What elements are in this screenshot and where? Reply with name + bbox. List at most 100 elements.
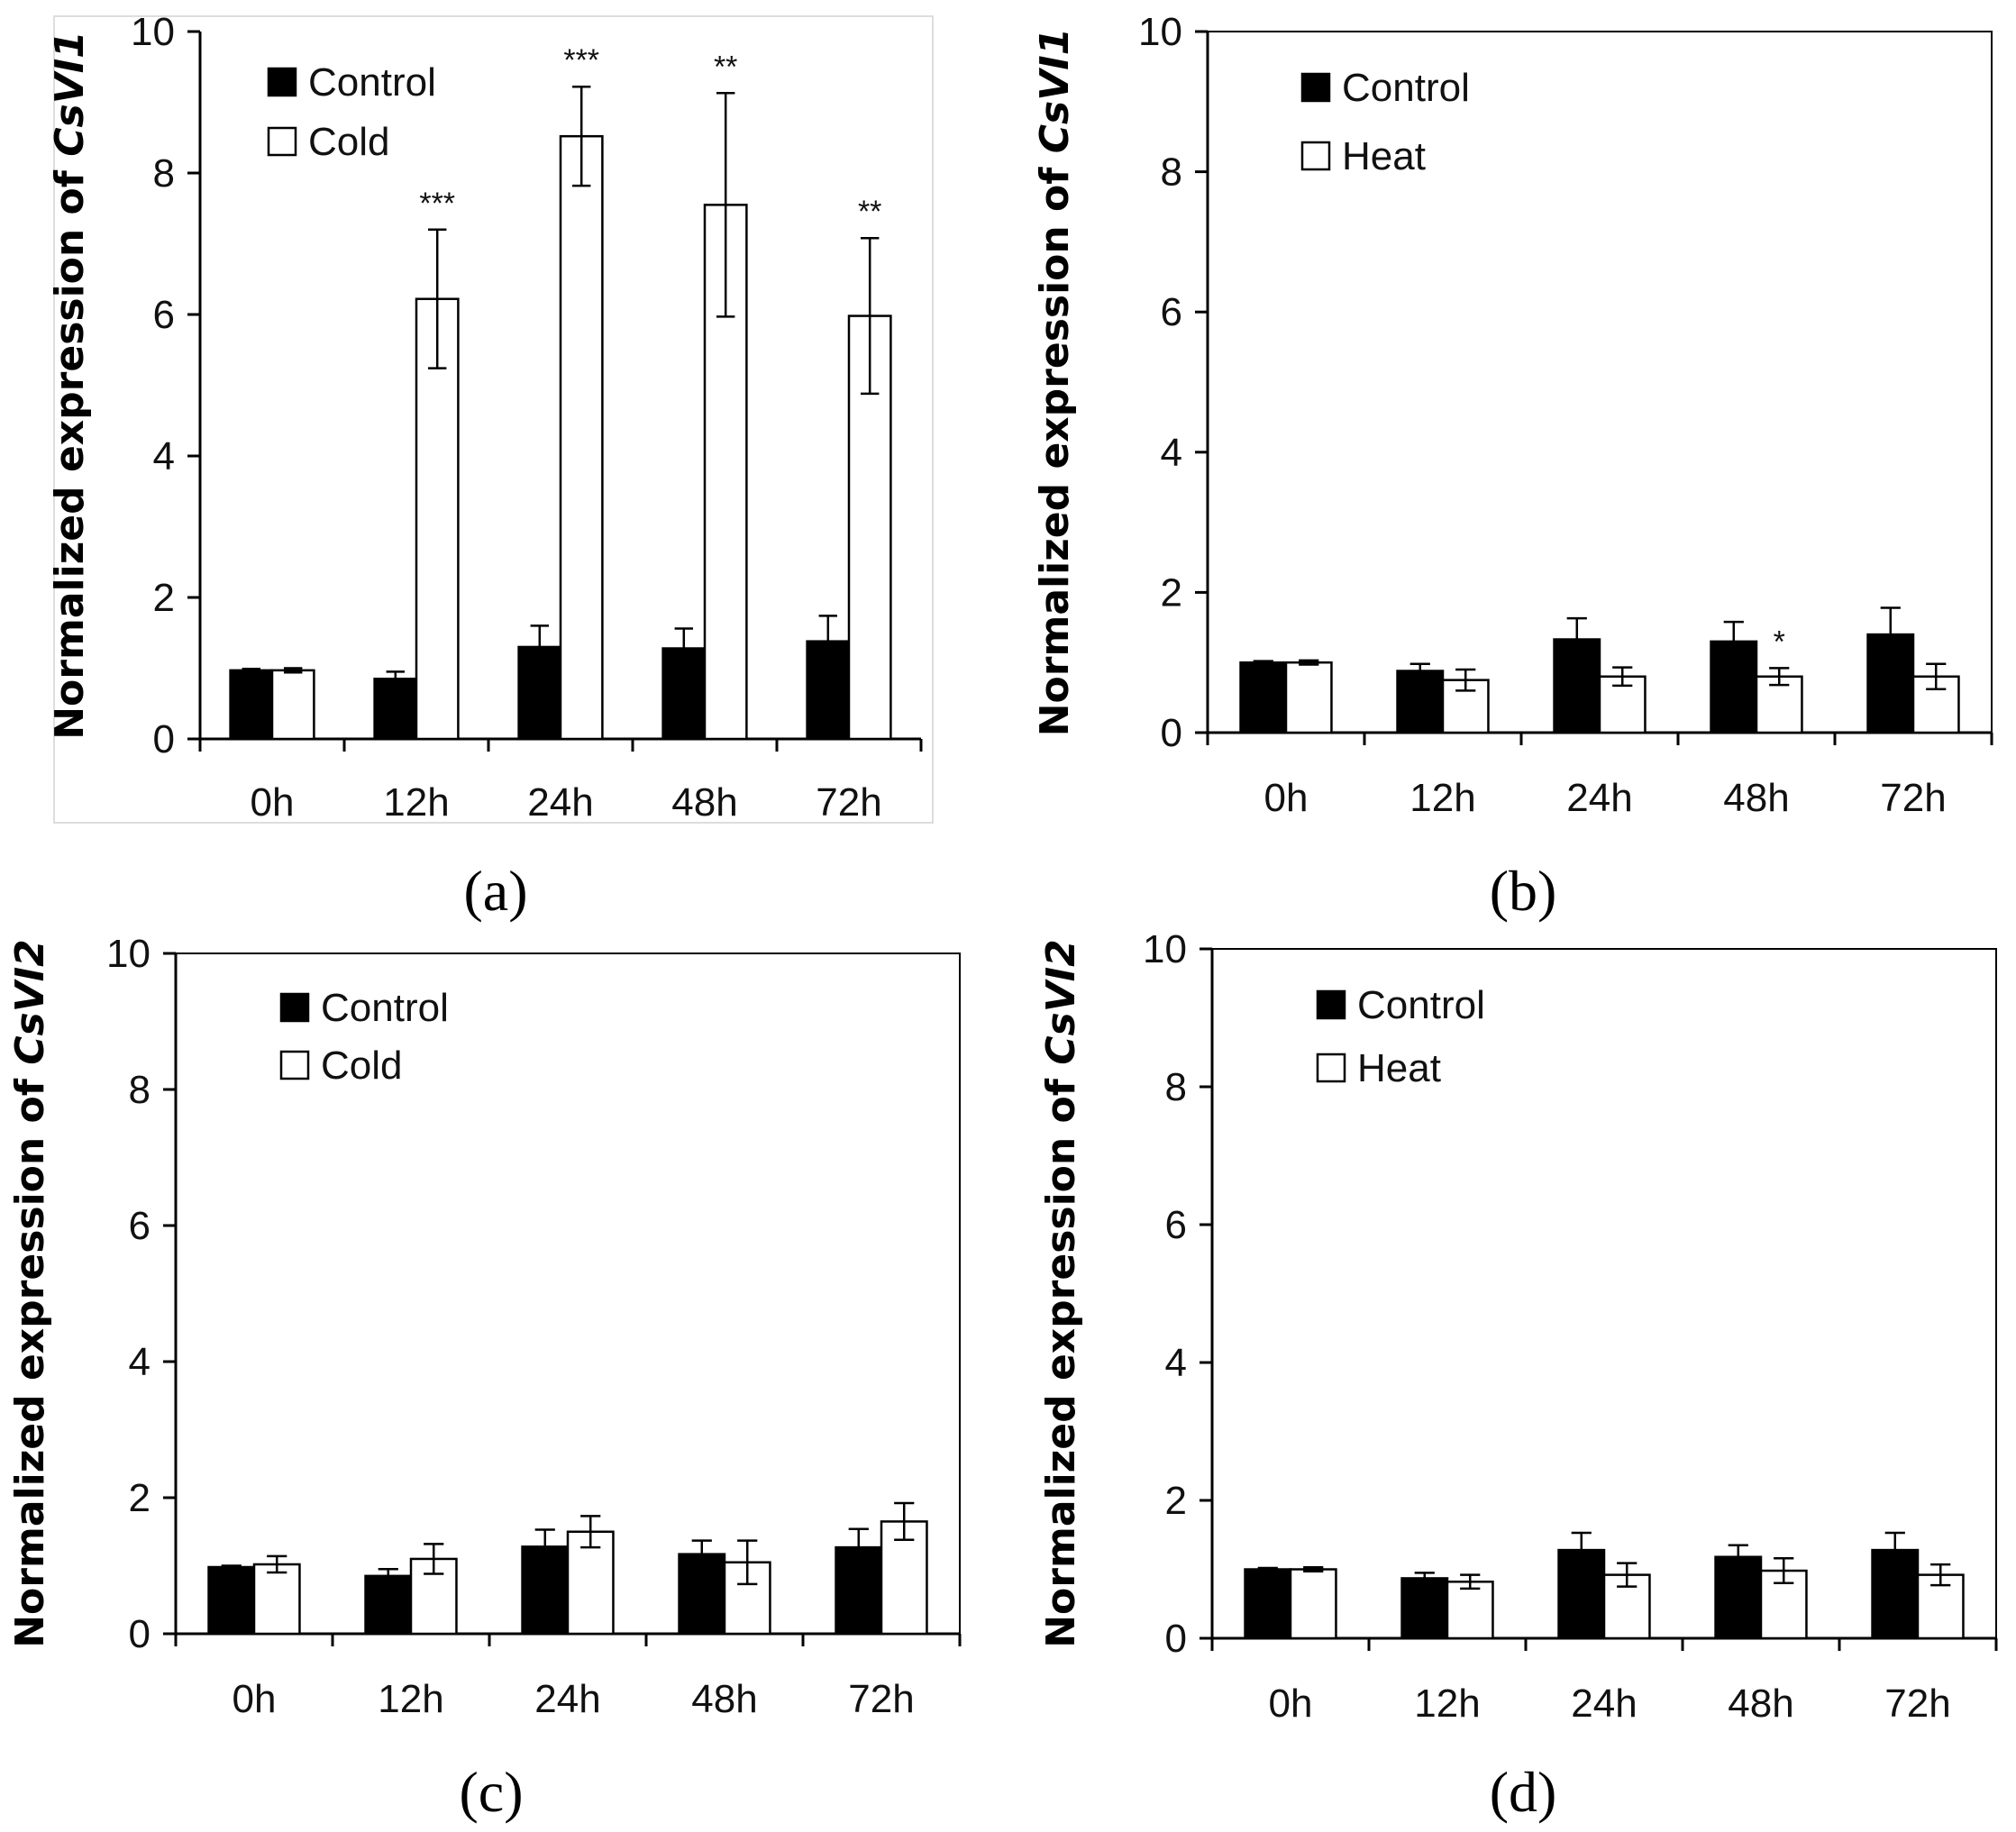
panel-b-error-bar-heat-3	[1769, 667, 1790, 687]
panel-b-y-tick-label-4: 8	[1161, 150, 1182, 195]
panel-d-bar-control-0	[1244, 1568, 1292, 1640]
panel-c-error-bar-cold-4	[894, 1501, 915, 1542]
panel-c-y-tick-label-3: 6	[129, 1204, 151, 1248]
panel-a-x-tick-label-4: 72h	[816, 780, 881, 825]
panel-a-bar-control-4	[806, 640, 851, 741]
panel-a-bar-cold-1	[415, 297, 460, 741]
panel-a-error-bar-control-3	[674, 627, 694, 649]
panel-b-error-bar-control-4	[1880, 606, 1901, 635]
y-axis-label-gene: CsVI1	[1032, 28, 1078, 154]
panel-c-legend-label-control: Control	[321, 986, 449, 1030]
panel-c-x-tick-label-1: 12h	[378, 1677, 443, 1721]
panel-a-bar-control-1	[373, 678, 418, 741]
panel-b-x-tick-label-4: 72h	[1880, 776, 1946, 820]
panel-a-y-tick-label-3: 6	[153, 293, 175, 337]
panel-d-x-tick-label-1: 12h	[1414, 1682, 1480, 1726]
panel-b-error-bar-control-1	[1409, 662, 1430, 671]
y-axis-label-prefix: Normalized expression of	[47, 157, 93, 740]
panel-a-error-bar-control-0	[242, 668, 261, 670]
panel-d-y-tick-label-5: 10	[1143, 927, 1187, 971]
panel-d-legend-swatch-heat	[1316, 1053, 1346, 1083]
panel-c-bar-control-1	[364, 1574, 413, 1636]
panel-c-error-bar-control-1	[378, 1568, 398, 1576]
panel-c-bar-control-0	[207, 1565, 256, 1636]
panel-c-error-bar-control-4	[848, 1527, 869, 1548]
panel-b-y-axis-label: Normalized expression of CsVI1	[1032, 28, 1078, 737]
panel-d-x-tick-label-2: 24h	[1571, 1682, 1637, 1726]
panel-d-legend-swatch-control	[1316, 989, 1346, 1020]
panel-b-error-bar-control-2	[1566, 616, 1587, 640]
panel-a-significance-3: **	[714, 50, 737, 84]
panel-a-bar-control-2	[517, 645, 562, 741]
panel-b-y-tick-label-0: 0	[1161, 711, 1182, 755]
panel-a-error-bar-cold-0	[283, 667, 303, 674]
panel-c-error-bar-cold-3	[737, 1539, 758, 1586]
panel-b: 0 2 4 6 8 10 0h 12h 24h 48h 72h * Control Heat Normali…	[1032, 10, 1993, 923]
panel-a-error-bar-cold-3	[716, 92, 735, 318]
panel-c-error-bar-cold-0	[267, 1554, 287, 1574]
panel-c-y-tick-label-4: 8	[129, 1068, 151, 1112]
panel-b-significance-3: *	[1774, 624, 1785, 659]
panel-b-bar-heat-0	[1284, 661, 1333, 734]
panel-c: 0 2 4 6 8 10 0h 12h 24h 48h 72h Control Cold Normaliz…	[7, 932, 962, 1824]
y-axis-label-prefix: Normalized expression of	[7, 1065, 53, 1648]
panel-b-legend-label-heat: Heat	[1342, 134, 1426, 178]
panel-a-y-tick-label-4: 8	[153, 151, 175, 196]
panel-d-error-bar-heat-3	[1774, 1557, 1794, 1585]
panel-a-significance-1: ***	[419, 187, 455, 221]
y-axis-label-gene: CsVI2	[1038, 939, 1084, 1065]
panel-b-legend-swatch-control	[1300, 72, 1331, 103]
panel-c-error-bar-cold-2	[580, 1515, 601, 1549]
panel-a-y-tick-label-1: 2	[153, 576, 175, 620]
panel-b-legend-label-control: Control	[1342, 66, 1470, 110]
panel-c-y-tick-label-0: 0	[129, 1612, 151, 1656]
panel-d-error-bar-control-1	[1414, 1572, 1435, 1579]
panel-a-y-tick-label-5: 10	[131, 10, 175, 54]
panel-b-legend-swatch-heat	[1300, 141, 1331, 171]
panel-d-bar-control-1	[1400, 1577, 1449, 1640]
y-axis-label-gene: CsVI2	[7, 939, 53, 1065]
panel-a-error-bar-control-1	[386, 670, 406, 679]
panel-c-y-axis-label: Normalized expression of CsVI2	[7, 939, 53, 1648]
panel-c-legend-label-cold: Cold	[321, 1044, 403, 1088]
panel-a-bar-control-0	[229, 669, 274, 741]
panel-d-error-bar-control-4	[1884, 1531, 1905, 1551]
panel-a-error-bar-cold-4	[860, 236, 880, 396]
panel-d-plot: 0 2 4 6 8 10 0h 12h 24h 48h 72h Control Heat Normaliz…	[1038, 927, 1998, 1726]
panel-a-frame	[53, 15, 934, 824]
panel-c-bar-cold-0	[252, 1563, 301, 1636]
panel-c-x-tick-label-4: 72h	[848, 1677, 914, 1721]
panel-a-error-bar-control-4	[818, 615, 838, 642]
panel-c-error-bar-cold-1	[424, 1543, 444, 1575]
panel-a-legend-label-control: Control	[308, 60, 436, 105]
panel-c-error-bar-control-3	[691, 1539, 712, 1554]
panel-d-error-bar-heat-2	[1617, 1562, 1637, 1588]
panel-b-y-tick-label-5: 10	[1138, 10, 1182, 54]
panel-c-bar-control-2	[521, 1545, 570, 1636]
panel-d-x-tick-label-4: 72h	[1884, 1682, 1950, 1726]
panel-d-y-tick-label-3: 6	[1165, 1203, 1187, 1247]
panel-a-y-tick-label-0: 0	[153, 717, 175, 761]
panel-b-x-tick-label-3: 48h	[1723, 776, 1789, 820]
panel-b-y-tick-label-2: 4	[1161, 431, 1182, 475]
panel-d-legend-label-heat: Heat	[1357, 1046, 1441, 1090]
panel-d-plot-border	[1211, 948, 1997, 1639]
panel-b-error-bar-heat-2	[1612, 666, 1633, 688]
y-axis-label-prefix: Normalized expression of	[1032, 153, 1078, 736]
panel-a-bar-control-3	[661, 647, 707, 741]
panel-b-plot-border	[1207, 31, 1993, 734]
panel-b-bar-control-4	[1866, 633, 1915, 734]
panel-d-error-bar-control-3	[1728, 1544, 1748, 1557]
panel-d-y-tick-label-0: 0	[1165, 1617, 1187, 1661]
panel-d-label: (d)	[1490, 1760, 1557, 1824]
panel-c-y-tick-label-5: 10	[106, 932, 151, 976]
panel-c-label: (c)	[459, 1760, 523, 1824]
panel-a-legend-label-cold: Cold	[308, 120, 390, 164]
panel-d-y-tick-label-2: 4	[1165, 1341, 1187, 1385]
panel-c-error-bar-control-2	[534, 1528, 555, 1547]
panel-a-y-axis-label: Normalized expression of CsVI1	[47, 31, 93, 740]
panel-d-bar-control-2	[1557, 1548, 1606, 1640]
panel-b-error-bar-control-0	[1253, 660, 1273, 663]
